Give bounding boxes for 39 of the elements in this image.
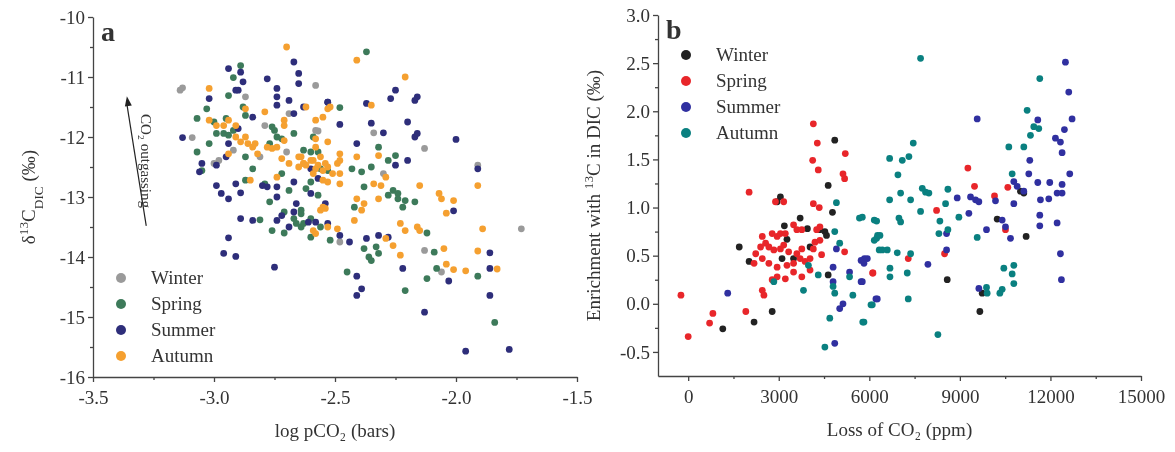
legend-label: Summer <box>151 319 217 340</box>
y-tick-label: 0.0 <box>626 293 650 315</box>
x-tick-label: -3.0 <box>199 387 230 408</box>
x-tick-label: -1.5 <box>562 387 593 408</box>
x-tick-label: -2.0 <box>441 387 472 408</box>
y-tick-label: 0.5 <box>626 245 650 267</box>
x-tick-label: 9000 <box>941 386 980 407</box>
y-tick-label: -11 <box>60 66 85 88</box>
y-tick-label: -14 <box>59 246 86 268</box>
chart-title: b <box>666 14 682 45</box>
legend-label: Autumn <box>716 122 779 143</box>
chart-title: a <box>101 16 115 47</box>
legend-label: Autumn <box>151 345 214 366</box>
x-tick-label: 6000 <box>850 386 889 407</box>
x-tick-label: -3.5 <box>78 387 109 408</box>
y-tick-label: -12 <box>59 126 85 148</box>
x-tick-label: 15000 <box>1117 386 1166 407</box>
x-axis-title: Loss of CO₂ (ppm) <box>826 419 973 441</box>
y-tick-label: -10 <box>59 6 85 28</box>
legend-label: Spring <box>151 293 203 314</box>
y-tick-label: 1.0 <box>626 197 650 219</box>
y-tick-label: 1.5 <box>626 148 650 170</box>
y-tick-label: -15 <box>59 306 85 328</box>
legend-label: Spring <box>716 70 768 91</box>
annotation: CO₂ outgassing <box>138 114 155 209</box>
y-tick-label: -16 <box>59 366 85 388</box>
y-tick-label: 2.5 <box>626 52 650 74</box>
x-tick-label: 3000 <box>760 386 799 407</box>
x-tick-label: 12000 <box>1027 386 1075 407</box>
y-tick-label: -0.5 <box>619 341 650 363</box>
x-tick-label: -2.5 <box>320 387 351 408</box>
y-tick-label: 2.0 <box>626 100 650 122</box>
x-tick-label: 0 <box>683 386 694 407</box>
legend-label: Summer <box>716 96 782 117</box>
x-axis-title: log pCO₂ (bars) <box>274 420 396 442</box>
y-tick-label: -13 <box>59 186 85 208</box>
legend-label: Winter <box>151 267 204 288</box>
y-tick-label: 3.0 <box>626 4 650 26</box>
legend-label: Winter <box>716 44 769 65</box>
